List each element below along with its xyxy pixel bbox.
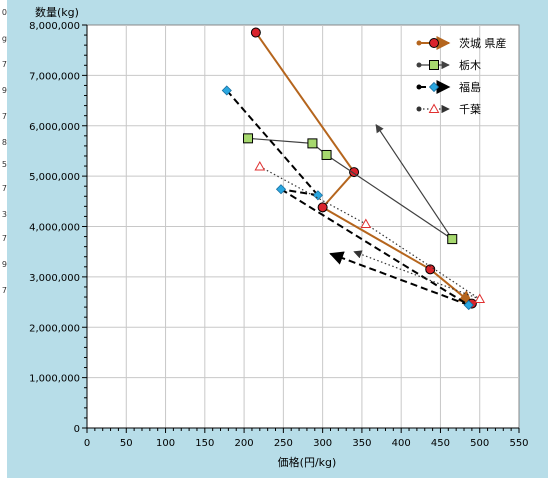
series-segment xyxy=(247,137,313,144)
data-point xyxy=(312,190,323,201)
x-tick-label: 500 xyxy=(470,438,489,449)
scatter-line-chart: 0 50 100 150 200 250 300 350 400 450 500 550 0 1,000,… xyxy=(29,6,528,469)
series-segment xyxy=(429,268,473,305)
legend-item: 福島 xyxy=(416,80,481,94)
left-strip-cell: 7 xyxy=(1,112,7,121)
y-tick-label: 7,000,000 xyxy=(29,71,80,82)
x-tick-label: 200 xyxy=(235,438,254,449)
left-strip-cell: 7 xyxy=(1,60,7,69)
y-tick-label: 2,000,000 xyxy=(29,323,80,334)
left-strip-cell: g xyxy=(1,34,7,43)
legend-marker xyxy=(428,103,440,113)
left-strip-cell: 9 xyxy=(1,86,7,95)
x-tick-label: 0 xyxy=(84,438,90,449)
x-tick-label: 50 xyxy=(120,438,133,449)
left-strip-cell: 7 xyxy=(1,234,7,243)
y-tick-label: 4,000,000 xyxy=(29,223,80,234)
legend-marker xyxy=(429,38,439,48)
x-tick-label: 300 xyxy=(313,438,332,449)
data-point xyxy=(317,202,328,213)
series-segment xyxy=(255,31,355,173)
data-point xyxy=(463,300,474,311)
data-point xyxy=(474,293,486,304)
x-tick-label: 350 xyxy=(352,438,371,449)
left-strip-cell: 9 xyxy=(1,260,7,269)
legend-label: 茨城 県産 xyxy=(459,36,507,50)
series-3 xyxy=(221,85,474,311)
chart-container: 0 50 100 150 200 250 300 350 400 450 500 550 0 1,000,… xyxy=(7,0,548,478)
y-tick-label: 3,000,000 xyxy=(29,273,80,284)
data-point xyxy=(250,27,261,38)
x-tick-label: 550 xyxy=(509,438,528,449)
series-4 xyxy=(254,161,486,304)
data-point xyxy=(321,149,332,160)
legend-label: 福島 xyxy=(459,80,481,94)
data-point xyxy=(275,184,287,195)
series-segment xyxy=(375,124,453,240)
y-tick-label: 6,000,000 xyxy=(29,122,80,133)
y-axis-title: 数量(kg) xyxy=(35,6,79,19)
x-tick-label: 400 xyxy=(392,438,411,449)
y-tick-label: 0 xyxy=(74,424,80,435)
y-tick-label: 5,000,000 xyxy=(29,172,80,183)
legend-marker xyxy=(428,81,440,93)
data-point xyxy=(243,133,254,144)
data-point xyxy=(307,138,318,149)
data-point xyxy=(254,161,266,171)
legend-label: 栃木 xyxy=(459,58,481,72)
left-strip-cell: 0 xyxy=(1,8,7,17)
axes: 0 50 100 150 200 250 300 350 400 450 500 550 0 1,000,… xyxy=(29,21,528,449)
series-segment xyxy=(326,154,453,240)
left-strip-cell: 7 xyxy=(1,184,7,193)
series-segment xyxy=(365,223,481,300)
data-point xyxy=(425,264,436,275)
series-segment xyxy=(322,206,431,271)
y-tick-label: 8,000,000 xyxy=(29,21,80,32)
left-strip-cell: 3 xyxy=(1,210,7,219)
x-tick-label: 100 xyxy=(156,438,175,449)
legend-item: 千葉 xyxy=(416,102,481,116)
legend-label: 千葉 xyxy=(459,102,481,116)
series-segment xyxy=(280,188,319,197)
series-segment xyxy=(259,166,367,225)
data-point xyxy=(447,234,458,245)
x-tick-label: 150 xyxy=(195,438,214,449)
series-segment xyxy=(321,171,355,209)
series-layer xyxy=(221,27,486,311)
left-strip-fragment: 0 g 7 9 7 8 5 7 3 7 9 7 xyxy=(0,0,7,478)
series-segment xyxy=(329,251,470,307)
data-point xyxy=(360,218,372,228)
left-strip-cell: 7 xyxy=(1,286,7,295)
series-segment xyxy=(226,89,319,196)
legend-item: 栃木 xyxy=(416,58,481,72)
left-strip-cell: 5 xyxy=(1,160,7,169)
x-tick-label: 450 xyxy=(431,438,450,449)
series-2 xyxy=(243,124,458,245)
data-point xyxy=(221,85,232,96)
legend-marker xyxy=(429,60,439,70)
legend-item: 茨城 県産 xyxy=(416,36,507,50)
series-segment xyxy=(280,188,470,306)
x-axis-title: 価格(円/kg) xyxy=(278,455,337,469)
left-strip-cell: 8 xyxy=(1,138,7,147)
x-tick-label: 250 xyxy=(274,438,293,449)
y-tick-label: 1,000,000 xyxy=(29,374,80,385)
